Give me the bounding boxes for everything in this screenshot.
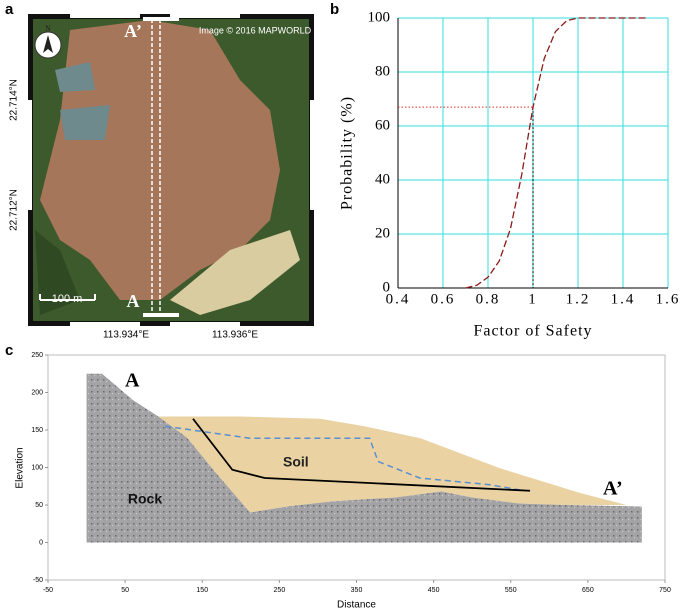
x-tick-label: 550 <box>505 587 517 594</box>
cdf-line <box>465 17 646 289</box>
x-tick-label: 450 <box>428 587 440 594</box>
x-axis-label: Factor of Safety <box>473 323 592 340</box>
x-tick-label: 1.4 <box>611 291 636 307</box>
x-tick-label: 1.6 <box>656 291 681 307</box>
panel-label: a <box>5 1 14 18</box>
x-tick-label: 1 <box>528 291 538 307</box>
x-tick-label: 1.2 <box>566 291 591 307</box>
section-label: A <box>125 370 140 392</box>
y-tick-label: 50 <box>35 502 43 509</box>
x-tick-label: 0.6 <box>431 291 456 307</box>
image-credit: Image © 2016 MAPWORLD <box>199 25 312 35</box>
y-tick-label: 40 <box>375 171 390 187</box>
y-tick-label: 250 <box>31 352 43 359</box>
y-tick-label: 200 <box>31 389 43 396</box>
panel-label: c <box>5 342 13 359</box>
y-tick-label: 100 <box>368 9 391 25</box>
y-tick-label: 80 <box>375 63 390 79</box>
y-tick-label: 150 <box>31 427 43 434</box>
x-tick-label: -50 <box>43 587 53 594</box>
x-tick-label: 650 <box>582 587 594 594</box>
x-tick-label: 0.8 <box>476 291 501 307</box>
x-tick-label: 250 <box>274 587 286 594</box>
scale-bar-label: 100 m <box>52 293 83 305</box>
x-tick-label: 750 <box>659 587 671 594</box>
x-tick-label: 50 <box>121 587 129 594</box>
slip-surface <box>192 418 531 492</box>
y-tick-label: 0 <box>39 539 43 546</box>
y-tick-label: 60 <box>375 117 390 133</box>
layer-label: Soil <box>283 454 309 470</box>
y-tick-label: 100 <box>31 464 43 471</box>
north-label: N <box>45 24 51 33</box>
lon-label: 113.934°E <box>103 330 149 341</box>
layer-label: Rock <box>128 491 162 507</box>
section-bottom: A <box>127 291 140 311</box>
x-axis-label: Distance <box>337 600 376 611</box>
y-axis-label: Probability (%) <box>339 96 356 210</box>
x-tick-label: 150 <box>196 587 208 594</box>
section-label: A’ <box>603 478 623 500</box>
y-tick-label: 20 <box>375 225 390 241</box>
lat-label: 22.712°N <box>9 189 20 231</box>
lon-label: 113.936°E <box>212 330 258 341</box>
lat-label: 22.714°N <box>9 79 20 121</box>
y-tick-label: 0 <box>383 279 391 295</box>
x-tick-label: 350 <box>351 587 363 594</box>
map-panel: N A’ A Image © 2016 MAPWORLD 100 m 22.71… <box>9 14 314 341</box>
layer-texture <box>86 373 642 543</box>
y-tick-label: -50 <box>33 577 43 584</box>
panel-label: b <box>330 1 339 18</box>
y-axis-label: Elevation <box>15 447 26 488</box>
x-tick-label: 0.4 <box>386 291 411 307</box>
water-table <box>165 425 525 492</box>
section-top: A’ <box>124 21 142 41</box>
